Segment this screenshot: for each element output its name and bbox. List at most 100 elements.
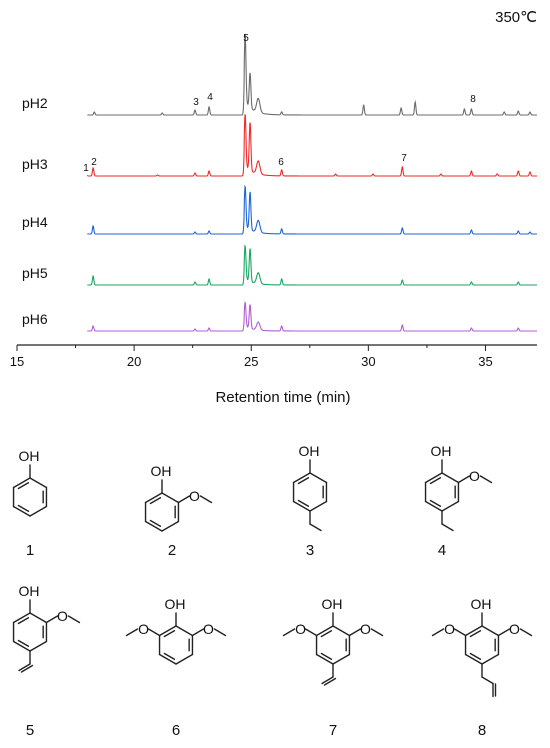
bond (17, 504, 30, 512)
oxygen-label: O (203, 621, 214, 637)
bond (315, 625, 334, 637)
trace-ph3 (86, 114, 537, 177)
bond (191, 628, 205, 637)
bond (158, 653, 177, 665)
oxygen-label: O (444, 621, 455, 637)
chemical-structures: OH 1 OH O 2 OH 3 OH O 4 OH O 5 OH O O 6 OH O O 7 OH O O 8 (12, 443, 533, 739)
chromatogram-chart: 350℃ Retention time (min) 15 20 25 30 35pH2p… (10, 9, 537, 406)
bond (149, 519, 162, 527)
bond (161, 520, 180, 532)
structure-label: 1 (26, 542, 34, 559)
bond (304, 628, 318, 637)
oxygen-label: O (138, 621, 149, 637)
oxygen-label: O (360, 621, 371, 637)
oxygen-label: O (57, 608, 68, 624)
bond (147, 628, 161, 637)
bond (29, 612, 48, 624)
bond (469, 652, 482, 660)
oxygen-label: O (189, 488, 200, 504)
series-label-ph6: pH6 (22, 311, 48, 327)
bond (175, 625, 194, 637)
bond (348, 628, 362, 637)
bond (320, 652, 333, 660)
structure-7: OH O O 7 (282, 596, 384, 739)
structure-2: OH O 2 (144, 463, 213, 559)
bond (292, 472, 311, 484)
x-tick-label: 25 (244, 354, 258, 369)
series-label-ph4: pH4 (22, 214, 48, 230)
bond (199, 495, 213, 504)
bond (12, 477, 31, 489)
bond (464, 625, 483, 637)
hydroxyl-label: OH (19, 448, 40, 464)
bond (332, 625, 351, 637)
hydroxyl-label: OH (471, 596, 492, 612)
hydroxyl-label: OH (19, 583, 40, 599)
structure-4: OH O 4 (424, 443, 493, 559)
x-tick-label: 35 (478, 354, 492, 369)
peak-annotation: 6 (278, 157, 284, 168)
oxygen-label: O (509, 621, 520, 637)
bond (45, 615, 59, 624)
trace-ph6 (87, 301, 537, 332)
bond (125, 628, 139, 637)
bond (481, 625, 500, 637)
x-tick-label: 30 (361, 354, 375, 369)
bond (309, 500, 328, 512)
hydroxyl-label: OH (151, 463, 172, 479)
bond (453, 628, 467, 637)
bond (309, 472, 328, 484)
structure-label: 2 (168, 542, 176, 559)
x-tick-label: 15 (10, 354, 24, 369)
oxygen-label: O (469, 468, 480, 484)
bond (457, 475, 471, 484)
bond (464, 653, 483, 665)
bond (163, 630, 176, 638)
series-label-ph3: pH3 (22, 156, 48, 172)
trace-ph2 (87, 34, 537, 116)
bond (12, 612, 31, 624)
bond (144, 520, 163, 532)
bond (519, 628, 533, 637)
oxygen-label: O (295, 621, 306, 637)
structure-6: OH O O 6 (125, 596, 227, 739)
series-label-ph2: pH2 (22, 95, 48, 111)
bond (149, 497, 162, 505)
bond (161, 492, 180, 504)
bond (213, 628, 227, 637)
bond (424, 472, 443, 484)
bond (144, 492, 163, 504)
trace-ph4 (87, 184, 537, 235)
structure-3: OH 3 (292, 443, 328, 559)
structure-label: 8 (478, 722, 486, 739)
peak-annotation: 7 (401, 153, 407, 164)
bond (12, 640, 31, 652)
bond (20, 664, 34, 673)
bond (441, 472, 460, 484)
bond (29, 477, 48, 489)
bond (175, 653, 194, 665)
bond (29, 505, 48, 517)
chart-title: 350℃ (495, 9, 537, 26)
bond (177, 495, 191, 504)
bond (429, 499, 442, 507)
series-label-ph5: pH5 (22, 265, 48, 281)
structure-label: 7 (329, 722, 337, 739)
bond (497, 628, 511, 637)
bond (17, 639, 30, 647)
bond (481, 653, 500, 665)
bond (297, 499, 310, 507)
structure-8: OH O O 8 (431, 596, 533, 739)
bond (370, 628, 384, 637)
peak-annotation: 3 (193, 97, 199, 108)
bond (282, 628, 296, 637)
peak-annotation: 2 (91, 157, 97, 168)
bond (469, 630, 482, 638)
bond (441, 500, 460, 512)
structure-label: 3 (306, 542, 314, 559)
bond (158, 625, 177, 637)
bond (332, 653, 351, 665)
bond (321, 676, 334, 685)
peak-annotation: 8 (470, 94, 476, 105)
